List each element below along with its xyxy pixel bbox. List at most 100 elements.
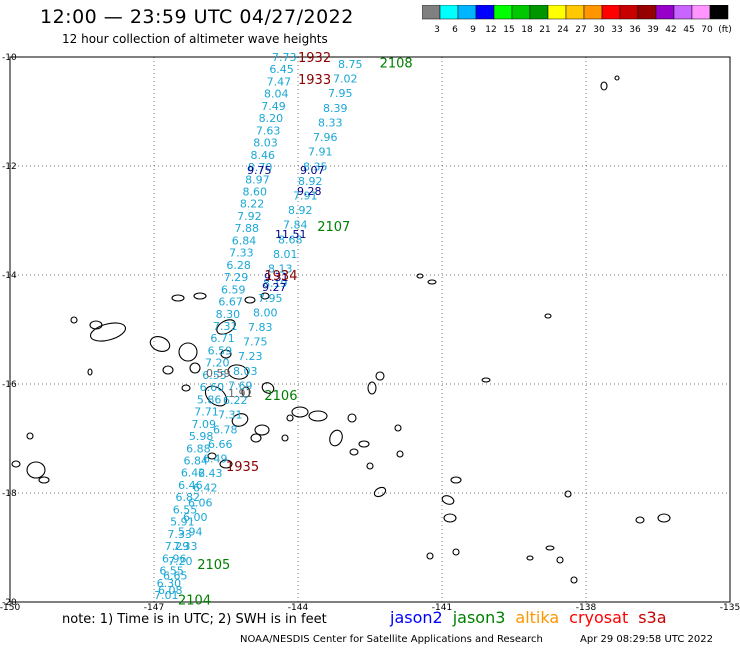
page-subtitle: 12 hour collection of altimeter wave hei…: [62, 32, 328, 46]
legend-label: 21: [539, 25, 550, 35]
island-outline: [373, 486, 387, 498]
island-outline: [87, 368, 93, 376]
island-outline: [171, 294, 185, 302]
track-value: 6.65: [163, 569, 188, 582]
track-value: 7.91: [308, 146, 333, 159]
island-outline: [204, 385, 228, 407]
island-outline: [375, 371, 385, 381]
track-value: 6.49: [203, 453, 228, 466]
track-value: 5.98: [189, 430, 214, 443]
track-value: 8.70: [248, 161, 273, 174]
track-value: 5.94: [178, 526, 203, 539]
track-value: 7.33: [229, 247, 254, 260]
island-outlines: [11, 75, 671, 584]
island-outline: [220, 349, 232, 359]
track-value: 8.30: [216, 308, 241, 321]
pass-time-label: 2107: [317, 220, 350, 235]
pass-time-label: 1935: [226, 460, 259, 475]
track-value: 7.92: [237, 210, 261, 223]
track-value: 0.59: [206, 367, 231, 380]
legend-label: 15: [503, 25, 514, 35]
legend-label: 6: [452, 25, 458, 35]
track-value: 8.39: [323, 102, 348, 115]
island-outline: [600, 81, 608, 91]
track-value: 6.00: [183, 511, 208, 524]
pass-time-label: 2108: [380, 56, 413, 71]
track-value: 7.95: [258, 292, 283, 305]
track-value: 7.23: [238, 350, 263, 363]
page-title: 12:00 — 23:59 UTC 04/27/2022: [40, 6, 354, 28]
island-outline: [396, 450, 404, 458]
legend-label: 9: [470, 25, 476, 35]
island-outline: [614, 75, 620, 81]
track-value: 9.28: [297, 185, 322, 198]
island-outline: [207, 452, 217, 460]
y-axis-label: -18: [2, 489, 17, 499]
island-outline: [441, 495, 455, 505]
axis-labels: -10 -12 -14 -16 -18 -20-150 -147 -144 -141 -138 -1…: [0, 53, 740, 613]
track-value: 8.33: [318, 116, 343, 129]
timestamp-text: Apr 29 08:29:58 UTC 2022: [580, 634, 713, 645]
island-outline: [11, 460, 21, 468]
y-axis-label: -10: [2, 53, 17, 63]
track-value: 6.42: [181, 467, 206, 480]
legend-label: 27: [575, 25, 586, 35]
legend-label: 18: [521, 25, 533, 35]
pass-time-label: 1932: [298, 51, 331, 66]
track-value: 5.91: [170, 516, 195, 529]
track-value: 7.29: [165, 540, 190, 553]
island-outline: [367, 381, 377, 395]
island-outline: [231, 413, 249, 427]
island-outline: [26, 432, 34, 440]
track-value: 7.84: [283, 219, 308, 232]
track-value: 8.13: [268, 263, 293, 276]
island-outline: [38, 476, 50, 484]
track-value: 8.04: [264, 88, 289, 101]
island-outline: [635, 516, 645, 524]
track-value: 6.30: [157, 577, 182, 590]
legend-swatch: [511, 5, 531, 20]
island-outline: [657, 513, 671, 523]
track-value: 6.42: [193, 482, 218, 495]
track-value: 7.01: [154, 589, 179, 602]
track-value: 6.46: [178, 479, 203, 492]
island-outline: [260, 292, 270, 300]
island-outline: [219, 459, 233, 469]
legend-label: 30: [593, 25, 605, 35]
y-axis-label: -16: [2, 380, 17, 390]
sat-altika: altika: [515, 608, 560, 627]
track-value: 6.84: [232, 234, 256, 247]
sat-s3a: s3a: [638, 608, 667, 627]
x-axis-label: -135: [720, 603, 740, 613]
legend-swatch: [691, 5, 711, 20]
island-outline: [564, 490, 572, 498]
map-frame: [9, 56, 731, 603]
track-value: 11.51: [275, 228, 307, 241]
island-outline: [89, 322, 127, 342]
track-value: 7.75: [243, 336, 268, 349]
track-value: 7.31: [213, 320, 238, 333]
x-axis-label: -144: [288, 603, 309, 613]
track-value: 8.03: [253, 137, 278, 150]
track-value: 8.92: [288, 204, 313, 217]
track-value: 6.43: [198, 467, 223, 480]
track-value: 7.33: [167, 528, 192, 541]
track-value: 8.00: [253, 306, 278, 319]
x-axis-label: -147: [144, 603, 164, 613]
island-outline: [227, 364, 249, 380]
track-value: 9.31: [264, 271, 289, 284]
track-value: 7.73: [272, 51, 297, 64]
track-value: 6.28: [226, 259, 251, 272]
island-outline: [347, 413, 357, 423]
island-outline: [308, 410, 328, 422]
track-value: 8.20: [259, 112, 284, 125]
legend-swatch: [529, 5, 549, 20]
island-outline: [349, 448, 359, 456]
track-value: 6.55: [159, 565, 184, 578]
track-value: 8.22: [240, 198, 265, 211]
y-axis-label: -20: [2, 598, 17, 608]
track-value: 8.03: [233, 365, 258, 378]
track-value: 7.49: [261, 100, 286, 113]
sat-cryosat: cryosat: [569, 608, 629, 627]
